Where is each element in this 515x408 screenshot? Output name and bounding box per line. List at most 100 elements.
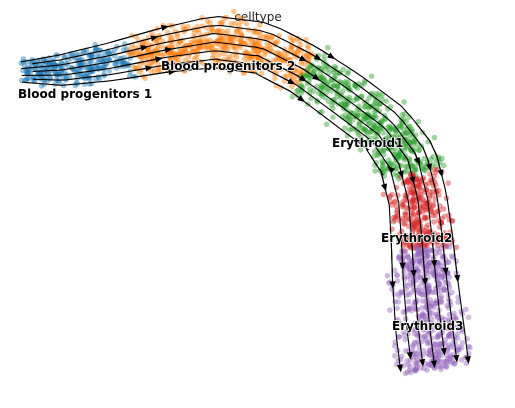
cell-point <box>291 67 297 73</box>
cell-point <box>441 286 448 293</box>
cell-point <box>427 259 434 265</box>
cell-point <box>361 127 368 133</box>
cell-point <box>283 73 290 80</box>
cell-point <box>400 125 407 132</box>
cell-point <box>423 316 430 323</box>
cell-point <box>359 125 365 132</box>
cell-point <box>185 53 192 60</box>
cell-point <box>458 326 464 333</box>
cell-point <box>350 117 356 123</box>
cell-point <box>421 365 427 372</box>
cell-point <box>408 289 415 296</box>
cell-point <box>434 334 440 341</box>
cell-point <box>431 173 438 179</box>
cell-point <box>404 130 410 136</box>
cell-point <box>436 280 443 286</box>
cell-point <box>410 224 417 230</box>
cell-point <box>422 215 428 221</box>
cell-point <box>379 141 386 148</box>
cell-point <box>311 68 317 75</box>
cell-point <box>151 67 158 74</box>
cell-point <box>351 97 357 104</box>
cell-point <box>404 263 410 269</box>
cell-point <box>414 176 420 183</box>
cell-point <box>363 115 369 121</box>
cell-point <box>419 313 426 319</box>
cell-point <box>435 208 442 215</box>
cell-point <box>394 272 401 279</box>
cell-point <box>426 228 432 235</box>
cell-point <box>388 160 394 167</box>
cell-point <box>216 27 222 33</box>
cell-point <box>401 332 408 339</box>
cell-point <box>373 114 380 121</box>
cell-point <box>422 228 428 234</box>
cell-point <box>417 246 423 252</box>
cell-point <box>420 227 427 234</box>
cell-point <box>435 332 442 338</box>
cell-point <box>216 51 222 58</box>
cell-point <box>128 52 135 58</box>
cell-point <box>396 149 402 156</box>
cell-point <box>423 248 430 255</box>
cell-point <box>432 300 439 306</box>
cell-point <box>379 158 385 164</box>
cell-point <box>394 209 400 215</box>
cell-point <box>23 77 30 83</box>
cell-point <box>252 38 259 44</box>
cell-point <box>88 59 94 66</box>
cell-point <box>344 79 351 85</box>
cell-point <box>410 220 417 227</box>
cell-point <box>455 299 461 305</box>
cell-point <box>148 68 154 74</box>
velocity-streamline <box>33 65 154 81</box>
cell-point <box>425 238 431 245</box>
cell-point <box>51 61 58 68</box>
cell-point <box>451 310 457 317</box>
cell-point <box>207 19 213 26</box>
cell-point <box>389 191 396 198</box>
cell-point <box>237 44 244 51</box>
cell-point <box>463 306 469 313</box>
cell-point <box>225 43 232 49</box>
cell-point <box>263 33 270 39</box>
cell-point <box>346 113 352 120</box>
cluster-label-erythroid3: Erythroid3 <box>392 319 463 333</box>
cell-point <box>427 348 433 354</box>
cell-point <box>422 242 429 248</box>
cell-point <box>413 236 419 242</box>
cell-point <box>441 359 448 365</box>
cell-point <box>268 34 275 40</box>
cell-point <box>27 70 34 76</box>
cell-point <box>208 43 215 49</box>
cell-point <box>442 337 449 343</box>
cell-point <box>412 351 418 357</box>
cell-point <box>465 343 472 350</box>
cell-point <box>106 56 112 63</box>
cell-point <box>25 69 31 76</box>
cell-point <box>24 69 31 76</box>
cell-point <box>436 281 443 288</box>
cell-point <box>441 276 447 283</box>
cell-point <box>435 187 442 194</box>
cell-point <box>183 48 189 55</box>
cell-point <box>425 229 432 235</box>
cell-point <box>442 316 449 323</box>
cell-point <box>78 72 85 78</box>
cell-point <box>372 124 378 130</box>
cell-point <box>233 49 240 56</box>
cell-point <box>429 161 436 168</box>
cell-point <box>467 344 473 351</box>
cell-point <box>385 139 391 146</box>
cell-point <box>189 45 196 52</box>
cell-point <box>405 273 412 280</box>
cell-point <box>248 55 254 61</box>
cell-point <box>305 43 311 49</box>
cell-point <box>213 47 220 54</box>
cell-point <box>396 135 403 142</box>
cell-point <box>436 343 443 350</box>
cell-point <box>396 152 403 158</box>
cell-point <box>362 127 369 133</box>
cell-point <box>415 251 421 257</box>
cell-point <box>224 34 231 41</box>
